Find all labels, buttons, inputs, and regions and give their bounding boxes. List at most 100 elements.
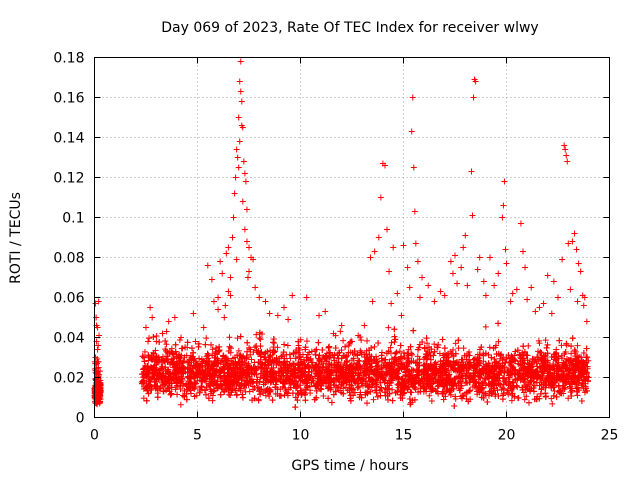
data-point	[177, 401, 184, 408]
data-point	[437, 373, 444, 380]
data-point	[251, 344, 258, 351]
data-point	[398, 353, 405, 360]
data-point	[497, 352, 504, 359]
data-point	[509, 354, 516, 361]
data-point	[270, 335, 277, 342]
data-point	[142, 372, 149, 379]
data-point	[336, 349, 343, 356]
data-point	[426, 392, 433, 399]
data-point	[521, 396, 528, 403]
data-point	[231, 377, 238, 384]
data-point	[356, 383, 363, 390]
data-point	[228, 357, 235, 364]
data-point	[529, 355, 536, 362]
data-point	[237, 333, 244, 340]
data-point	[323, 375, 330, 382]
data-point	[243, 366, 250, 373]
data-point	[343, 379, 350, 386]
data-point	[534, 393, 541, 400]
data-point	[510, 364, 517, 371]
data-point	[466, 352, 473, 359]
data-point	[146, 335, 153, 342]
data-point	[382, 392, 389, 399]
data-point	[455, 365, 462, 372]
data-point	[282, 387, 289, 394]
data-point	[235, 375, 242, 382]
data-point	[530, 375, 537, 382]
data-point	[221, 388, 228, 395]
data-point	[467, 387, 474, 394]
data-point	[462, 375, 469, 382]
data-point	[237, 385, 244, 392]
data-point	[548, 384, 555, 391]
data-point	[340, 337, 347, 344]
data-point	[347, 392, 354, 399]
data-point	[536, 376, 543, 383]
data-point	[280, 379, 287, 386]
data-point	[393, 349, 400, 356]
data-point	[543, 344, 550, 351]
data-point	[222, 378, 229, 385]
data-point	[585, 357, 592, 364]
data-point	[304, 382, 311, 389]
data-point	[371, 343, 378, 350]
data-point	[439, 336, 446, 343]
data-point	[555, 353, 562, 360]
data-point	[558, 342, 565, 349]
data-point	[394, 373, 401, 380]
data-point	[484, 398, 491, 405]
data-point	[140, 366, 147, 373]
data-point	[355, 357, 362, 364]
data-point	[145, 390, 152, 397]
data-point	[278, 353, 285, 360]
data-point	[221, 377, 228, 384]
data-point	[190, 349, 197, 356]
data-point	[216, 347, 223, 354]
data-point	[526, 364, 533, 371]
data-point	[544, 350, 551, 357]
data-point	[139, 353, 146, 360]
data-point	[286, 362, 293, 369]
data-point	[431, 348, 438, 355]
data-point	[442, 393, 449, 400]
data-point	[332, 345, 339, 352]
data-point	[270, 364, 277, 371]
data-point	[295, 366, 302, 373]
data-point	[503, 355, 510, 362]
data-point	[389, 386, 396, 393]
data-point	[374, 393, 381, 400]
data-point	[528, 370, 535, 377]
data-point	[306, 368, 313, 375]
data-point	[172, 341, 179, 348]
data-point	[515, 394, 522, 401]
data-point	[274, 344, 281, 351]
data-point	[277, 376, 284, 383]
data-point	[233, 383, 240, 390]
data-point	[424, 340, 431, 347]
data-point	[191, 393, 198, 400]
data-point	[295, 338, 302, 345]
data-point	[546, 374, 553, 381]
data-point	[226, 380, 233, 387]
data-point	[364, 337, 370, 344]
data-point	[508, 363, 515, 370]
data-point	[440, 396, 447, 403]
data-point	[507, 367, 514, 374]
data-point	[501, 369, 508, 376]
data-point	[304, 376, 311, 383]
data-point	[566, 370, 573, 377]
data-point	[253, 342, 260, 349]
data-point	[153, 366, 160, 373]
data-point	[313, 387, 320, 394]
data-point	[364, 400, 371, 407]
data-point	[167, 391, 174, 398]
data-point	[583, 369, 590, 376]
data-point	[385, 396, 392, 403]
data-point	[572, 366, 579, 373]
data-point	[368, 363, 375, 370]
data-point	[304, 354, 311, 361]
data-point	[408, 351, 415, 358]
data-point	[251, 395, 258, 402]
data-point	[377, 373, 384, 380]
data-point	[302, 346, 309, 353]
